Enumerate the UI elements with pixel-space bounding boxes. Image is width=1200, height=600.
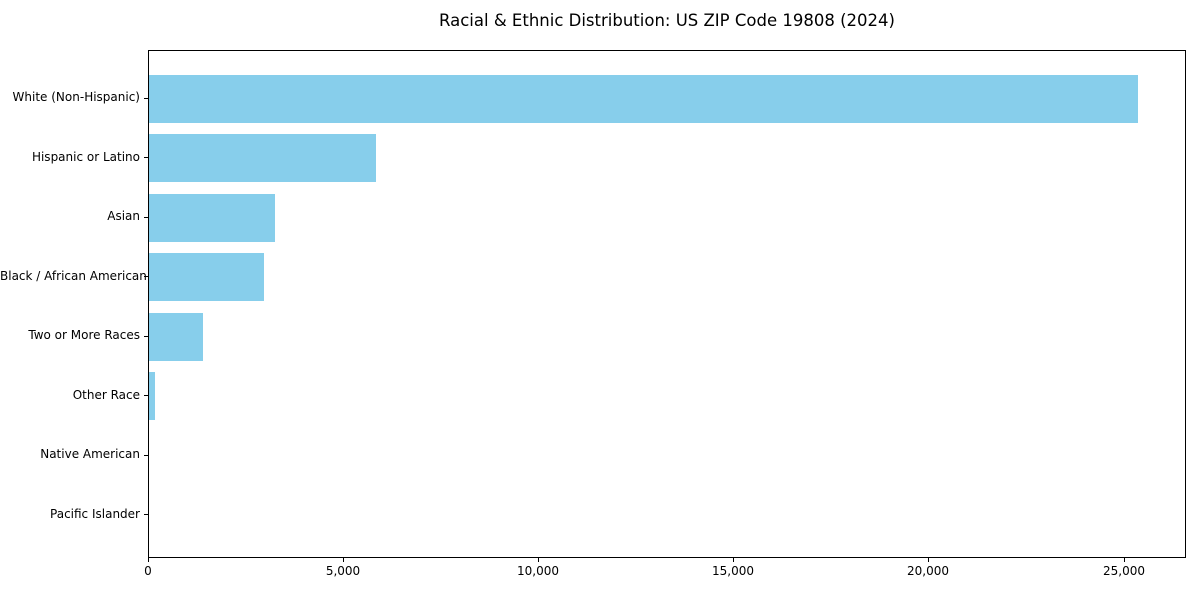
y-tick-label: Black / African American [0, 269, 147, 283]
y-tick-mark [144, 455, 148, 456]
bar-two-or-more-races [149, 313, 203, 361]
x-tick-mark [538, 558, 539, 562]
y-tick-mark [144, 395, 148, 396]
x-tick-mark [1124, 558, 1125, 562]
y-tick-label: Asian [107, 209, 140, 223]
bar-asian [149, 194, 275, 242]
x-tick-label: 10,000 [517, 564, 559, 578]
bar-hispanic-or-latino [149, 134, 376, 182]
y-tick-label: Native American [40, 447, 140, 461]
y-tick-label: White (Non-Hispanic) [12, 90, 140, 104]
x-tick-label: 0 [144, 564, 152, 578]
chart-title: Racial & Ethnic Distribution: US ZIP Cod… [439, 11, 895, 30]
y-tick-mark [144, 276, 148, 277]
bar-black-african-american [149, 253, 264, 301]
x-tick-mark [928, 558, 929, 562]
x-tick-label: 5,000 [325, 564, 361, 578]
x-tick-mark [343, 558, 344, 562]
y-tick-label: Other Race [72, 388, 140, 402]
y-tick-label: Two or More Races [28, 328, 140, 342]
y-tick-mark [144, 336, 148, 337]
plot-area [148, 50, 1186, 558]
y-tick-mark [144, 98, 148, 99]
y-tick-label: Pacific Islander [50, 507, 140, 521]
x-tick-mark [733, 558, 734, 562]
y-tick-mark [144, 514, 148, 515]
y-tick-label: Hispanic or Latino [31, 150, 140, 164]
y-tick-mark [144, 157, 148, 158]
x-tick-label: 25,000 [1103, 564, 1145, 578]
x-tick-mark [148, 558, 149, 562]
y-tick-mark [144, 217, 148, 218]
bar-other-race [149, 372, 155, 420]
bar-white-non-hispanic [149, 75, 1138, 123]
x-tick-label: 20,000 [907, 564, 949, 578]
x-tick-label: 15,000 [712, 564, 754, 578]
